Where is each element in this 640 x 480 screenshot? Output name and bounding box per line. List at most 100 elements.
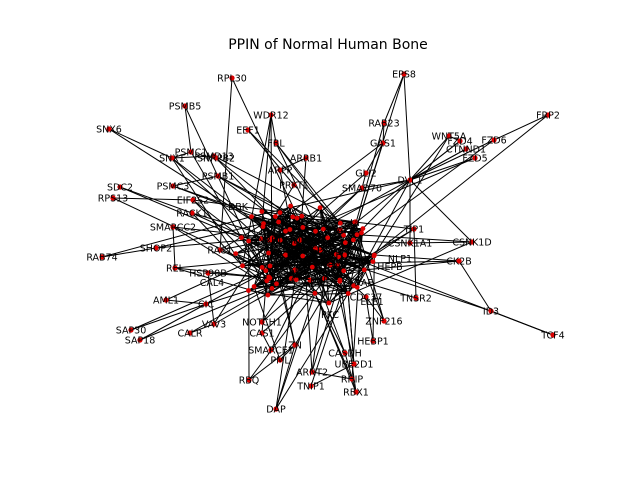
node-dot xyxy=(163,297,169,303)
edge-sap18 xyxy=(139,283,277,341)
node-vav3: VAV3 xyxy=(202,320,226,331)
edge-znf216-cdc37 xyxy=(365,296,385,322)
node-dot xyxy=(411,226,417,232)
node-dot xyxy=(211,321,217,327)
node-label: AKT1 xyxy=(273,251,297,262)
node-hsp90b: HSP90B xyxy=(189,269,227,280)
core-node xyxy=(266,250,271,256)
node-label: TCF4 xyxy=(540,331,564,342)
node-tcf4: TCF4 xyxy=(540,331,564,342)
node-label: TIP1 xyxy=(403,225,424,236)
node-label: FZD4 xyxy=(447,137,472,148)
node-dot xyxy=(99,254,105,260)
node-dot xyxy=(317,247,323,253)
node-dot xyxy=(401,71,407,77)
node-dot xyxy=(203,301,209,307)
node-casdh: CASDH xyxy=(328,349,362,360)
core-node xyxy=(359,230,364,236)
edge-nrf1-fos xyxy=(269,239,346,256)
node-eif2s2: EIF2S2 xyxy=(177,196,209,207)
node-dot xyxy=(282,252,288,258)
edge-eps8-dvl1 xyxy=(403,73,411,181)
node-dot xyxy=(273,406,279,412)
node-label: ID3 xyxy=(483,307,499,318)
core-node xyxy=(360,226,366,232)
core-node xyxy=(294,215,300,221)
node-dot xyxy=(303,155,309,161)
node-sdc2: SDC2 xyxy=(107,183,133,194)
edge-arrb1 xyxy=(301,157,307,217)
edge-dvl1-csnk1d xyxy=(409,179,473,243)
node-dot xyxy=(550,332,556,338)
node-psmc1: PSMC1 xyxy=(175,148,208,159)
node-label: CDC37 xyxy=(350,293,383,304)
node-dot xyxy=(381,120,387,126)
node-arpp: ARPP xyxy=(268,166,293,177)
node-label: RPS13 xyxy=(98,194,128,205)
edge-ube2d1 xyxy=(347,293,355,365)
node-dot xyxy=(246,377,252,383)
core-node xyxy=(258,236,264,242)
node-dot xyxy=(308,383,314,389)
core-node xyxy=(361,267,367,273)
edge-csnk1a1 xyxy=(272,237,411,244)
core-node xyxy=(276,219,281,225)
node-dot xyxy=(277,357,283,363)
node-snx1: SNX1 xyxy=(159,154,185,165)
core-node xyxy=(337,220,343,226)
node-dot xyxy=(189,210,195,216)
edge-fzd5-dvl1 xyxy=(409,157,476,181)
node-wdr12: WDR12 xyxy=(253,111,288,122)
core-node xyxy=(312,290,318,296)
node-label: CALR xyxy=(177,329,202,340)
node-label: TNIP1 xyxy=(296,382,324,393)
node-cic: CIC xyxy=(198,300,214,311)
edge-tnip1 xyxy=(310,232,362,387)
node-label: SNX6 xyxy=(96,125,122,136)
edge-rack1 xyxy=(191,212,341,281)
edge-eif2s2 xyxy=(192,199,277,285)
node-hebp1: HEBP1 xyxy=(357,337,388,348)
core-node xyxy=(370,259,376,264)
edge-smarcc2-rel xyxy=(172,226,176,269)
node-label: CSNK1D xyxy=(452,238,491,249)
node-csnk1a1: CSNK1A1 xyxy=(388,239,433,250)
node-dot xyxy=(456,258,462,264)
edge-rps13 xyxy=(112,197,316,294)
node-label: GAS1 xyxy=(370,139,396,150)
node-fzd6: FZD6 xyxy=(481,136,506,147)
edge-gas1-gli2 xyxy=(365,142,384,174)
node-fzd4: FZD4 xyxy=(447,137,472,148)
edge-rab23-gas1 xyxy=(382,122,385,144)
edge-gas1 xyxy=(278,142,384,223)
node-label: FRP2 xyxy=(536,111,560,122)
node-dot xyxy=(469,239,475,245)
node-cdc37: CDC37 xyxy=(350,293,383,304)
core-edge xyxy=(276,280,340,285)
node-dot xyxy=(342,350,348,356)
core-node xyxy=(233,251,239,256)
node-tnsr2: TNSR2 xyxy=(399,294,432,305)
core-edge xyxy=(267,293,349,296)
edge-tnip1-ube2d1 xyxy=(310,363,355,387)
node-dot xyxy=(407,240,413,246)
node-label: NRF1 xyxy=(257,236,282,247)
core-node xyxy=(313,228,318,234)
node-rbq: RBQ xyxy=(239,376,260,387)
node-rhip: RHIP xyxy=(341,375,364,386)
node-label: FZD6 xyxy=(481,136,506,147)
node-psmb5: PSMB5 xyxy=(169,102,202,113)
node-label: EIF2S2 xyxy=(177,196,209,207)
node-label: CSNK1A1 xyxy=(388,239,433,250)
core-node xyxy=(300,225,306,230)
core-node xyxy=(335,262,341,268)
edge-shop2 xyxy=(155,216,293,249)
fragment-label-layer: ata DBK CAL4 NLP1 RAE ELE1 PKC HEPB xyxy=(200,202,412,321)
node-dot xyxy=(190,197,196,203)
node-label: PML xyxy=(270,356,290,367)
core-node xyxy=(342,240,348,246)
core-label-fragment: RAE xyxy=(355,278,374,289)
core-node xyxy=(267,263,273,269)
edge-rbx1 xyxy=(293,243,357,393)
node-gas1: GAS1 xyxy=(370,139,396,150)
